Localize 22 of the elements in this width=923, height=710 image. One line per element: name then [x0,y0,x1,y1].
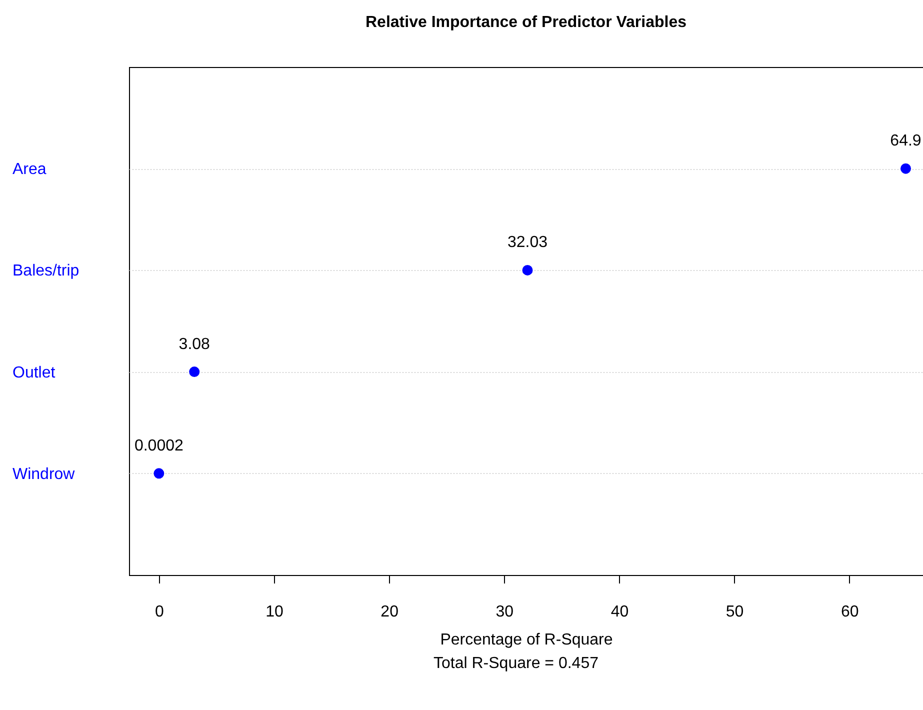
x-axis-title: Percentage of R-Square [440,632,613,648]
point [189,366,200,378]
point [154,468,164,479]
x-tick-label: 50 [726,604,744,620]
point [522,264,533,276]
y-tick-label: Area [12,161,46,178]
y-tick-label: Outlet [12,364,56,382]
y-tick-label: Windrow [12,466,76,483]
data-label: 3.08 [178,336,210,353]
x-tick-label: 10 [266,604,284,620]
x-tick-label: 30 [496,604,514,620]
chart-title: Relative Importance of Predictor Variables [365,14,687,31]
data-label: 32.03 [507,234,548,252]
data-label: 0.0002 [134,437,184,454]
x-tick-label: 40 [610,604,629,620]
point [900,163,911,174]
x-tick-label: 20 [380,604,399,620]
x-tick-label: 60 [840,604,859,620]
y-tick-label: Bales/trip [12,262,80,280]
data-label: 64.9 [890,132,922,150]
x-tick-label: 0 [154,604,164,620]
text: Total R-Square = 0.457 [434,655,599,672]
